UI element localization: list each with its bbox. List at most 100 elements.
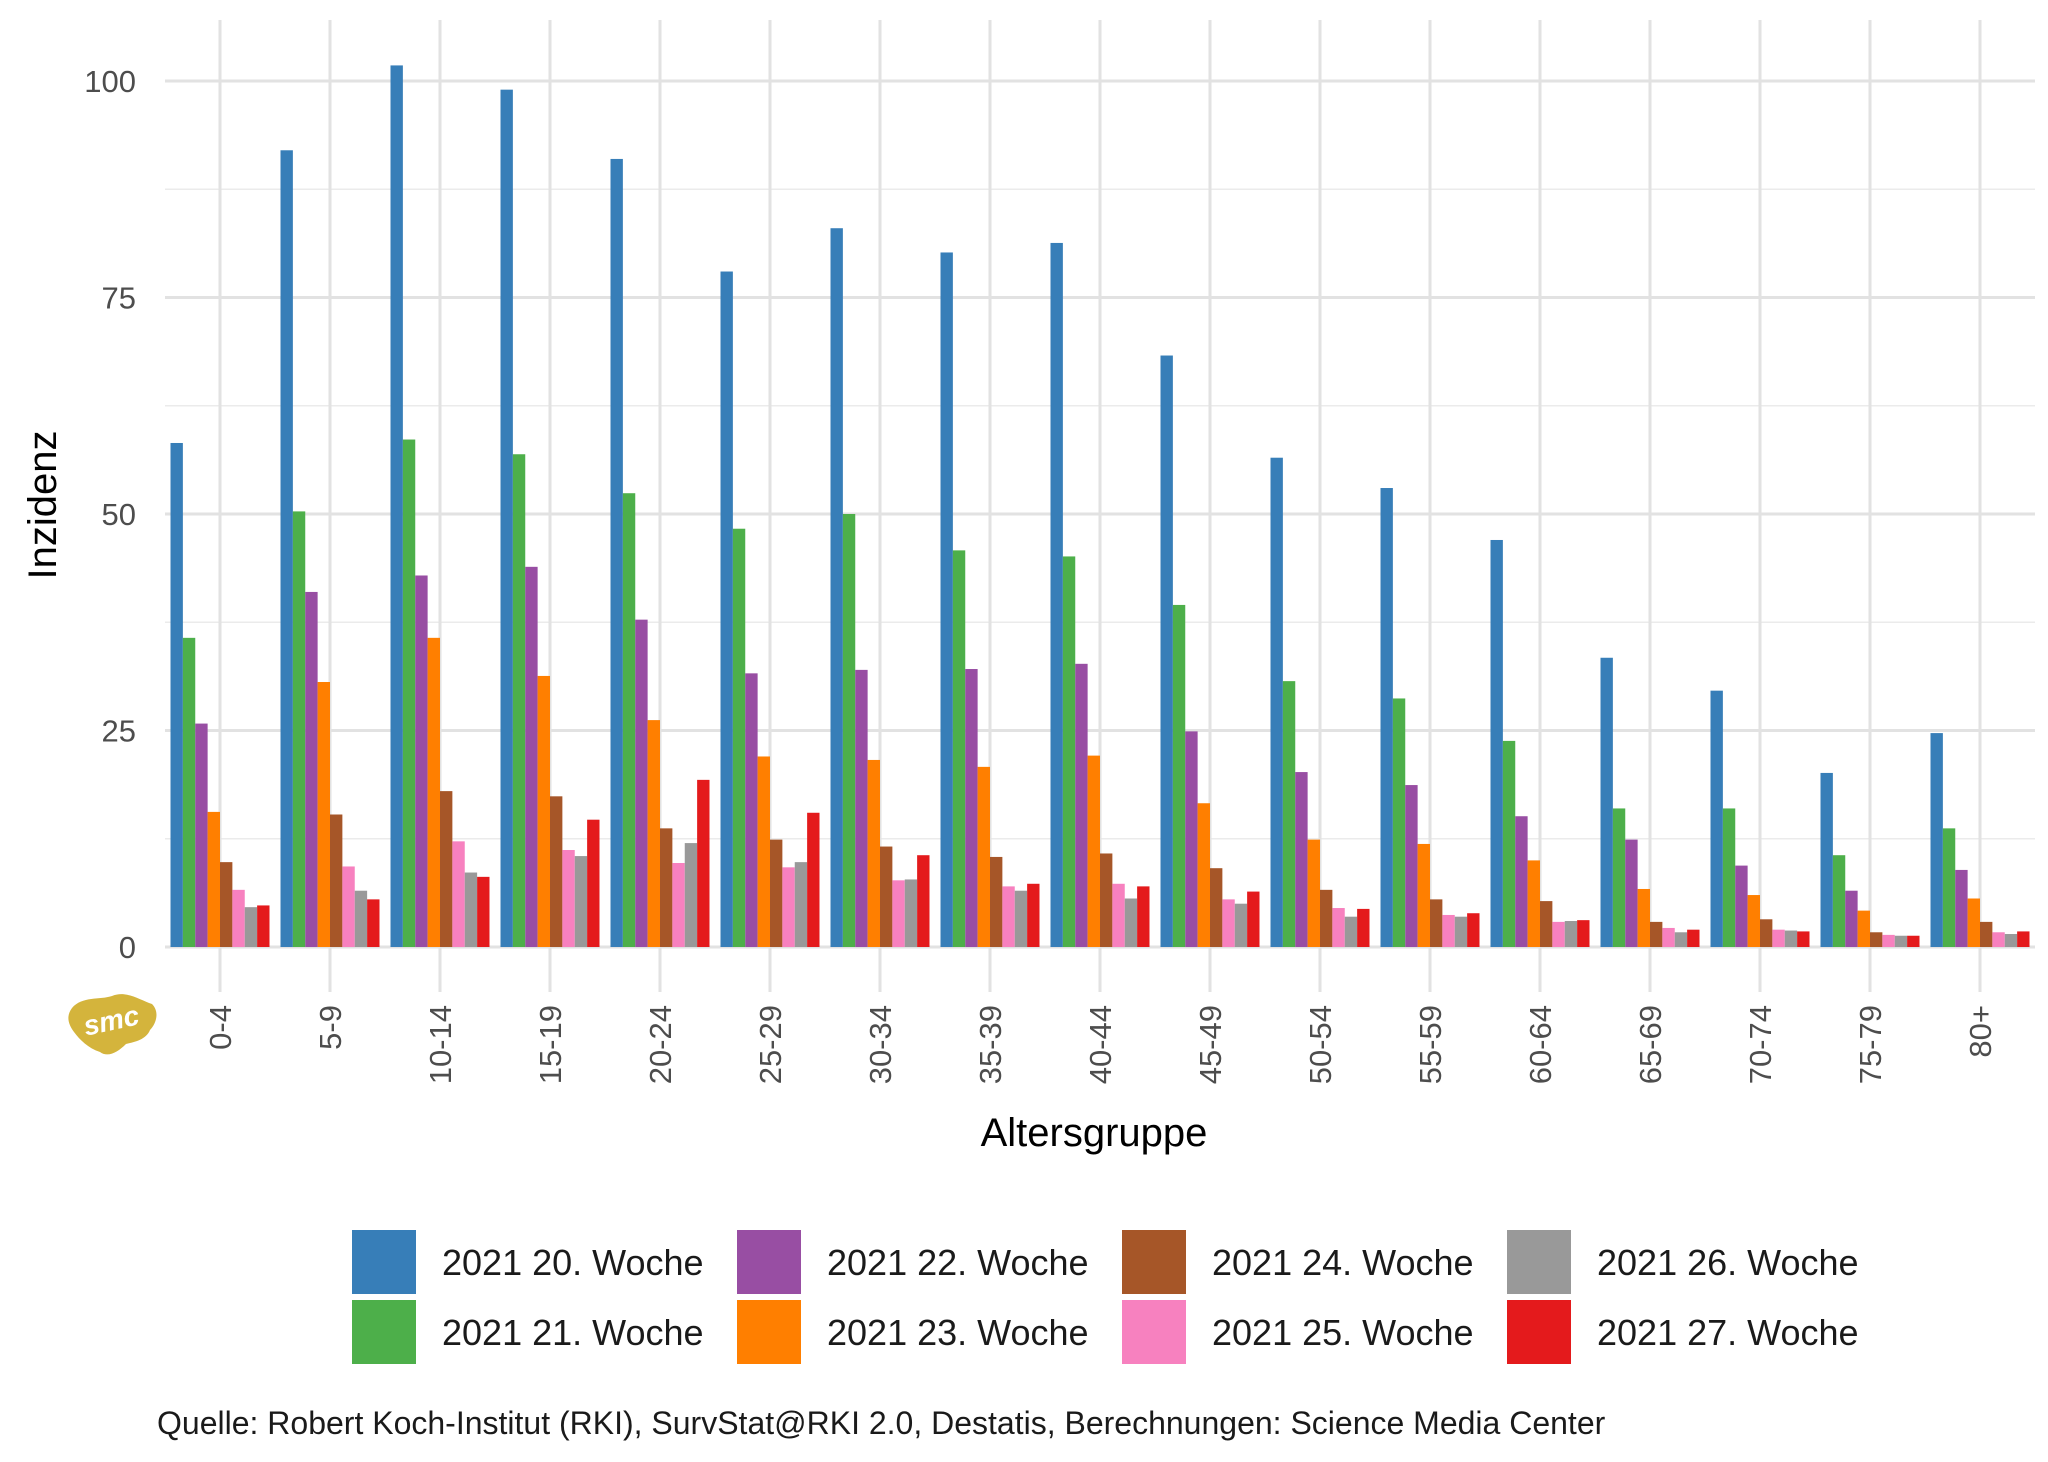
logo-splash-shape xyxy=(68,994,157,1055)
bar xyxy=(1405,785,1418,947)
bar xyxy=(697,779,710,947)
bar xyxy=(1820,772,1833,947)
bar xyxy=(1515,816,1528,947)
bar xyxy=(1747,895,1760,947)
bar xyxy=(464,872,478,947)
bar xyxy=(1722,808,1736,947)
bar xyxy=(244,907,258,947)
bar xyxy=(402,439,416,947)
bar xyxy=(842,514,856,947)
x-tick-label: 40-44 xyxy=(1083,1005,1118,1084)
bar xyxy=(830,228,843,948)
bar xyxy=(990,856,1003,947)
bar xyxy=(195,723,208,947)
legend-label: 2021 26. Woche xyxy=(1597,1242,1859,1283)
smc-logo: smc xyxy=(68,994,157,1055)
bar xyxy=(2004,934,2018,947)
bar xyxy=(782,867,795,947)
bar xyxy=(1772,929,1785,947)
bar xyxy=(525,566,538,947)
bar xyxy=(1222,899,1235,947)
bar xyxy=(867,759,880,947)
x-tick-label: 75-79 xyxy=(1853,1005,1888,1084)
legend-swatch xyxy=(1122,1230,1186,1294)
bar xyxy=(1467,913,1480,947)
bar xyxy=(1870,932,1883,947)
bar xyxy=(1674,932,1688,947)
bar xyxy=(1197,803,1210,947)
x-tick-label: 45-49 xyxy=(1193,1005,1228,1084)
bar xyxy=(1955,869,1968,947)
bar xyxy=(1907,935,1920,947)
bar xyxy=(1967,898,1980,947)
legend-label: 2021 22. Woche xyxy=(827,1242,1089,1283)
bar xyxy=(440,791,453,947)
bar xyxy=(1234,903,1248,947)
bar xyxy=(207,811,220,947)
legend-swatch xyxy=(352,1300,416,1364)
bar xyxy=(1002,886,1015,947)
bar xyxy=(574,856,588,947)
bar xyxy=(917,855,930,947)
bar xyxy=(512,454,526,947)
x-tick-label: 30-34 xyxy=(863,1005,898,1084)
bar xyxy=(257,905,270,947)
bar xyxy=(965,669,978,947)
legend-swatch xyxy=(1122,1300,1186,1364)
x-tick-label: 0-4 xyxy=(203,1005,238,1050)
legend-label: 2021 20. Woche xyxy=(442,1242,704,1283)
y-tick-label: 25 xyxy=(102,714,136,749)
bar xyxy=(635,619,648,947)
bar xyxy=(732,528,746,947)
x-tick-label: 60-64 xyxy=(1523,1005,1558,1084)
x-tick-label: 15-19 xyxy=(533,1005,568,1084)
bar xyxy=(170,442,183,947)
bar xyxy=(1784,930,1798,947)
bar xyxy=(1027,883,1040,947)
bar xyxy=(660,828,673,947)
y-axis-ticks: 0 25 50 75 100 xyxy=(84,64,136,965)
legend-swatch xyxy=(737,1300,801,1364)
y-tick-label: 75 xyxy=(102,281,136,316)
bar xyxy=(880,846,893,947)
legend-label: 2021 23. Woche xyxy=(827,1312,1089,1353)
bar xyxy=(794,862,808,947)
bar xyxy=(745,673,758,947)
bar xyxy=(550,796,563,947)
bar xyxy=(1380,488,1393,947)
bar xyxy=(1540,901,1553,947)
bar xyxy=(500,89,513,947)
bar xyxy=(452,841,465,947)
bar xyxy=(317,682,330,947)
bar xyxy=(1710,690,1723,947)
bar xyxy=(1564,921,1578,947)
x-tick-label: 70-74 xyxy=(1743,1005,1778,1084)
bar xyxy=(1490,539,1503,947)
bar xyxy=(1577,920,1590,947)
bar xyxy=(720,271,733,947)
bar xyxy=(1857,910,1870,947)
bar xyxy=(415,575,428,947)
bar xyxy=(1357,908,1370,947)
bar xyxy=(342,866,355,947)
legend: 2021 20. Woche 2021 21. Woche 2021 22. Woc… xyxy=(352,1230,1859,1364)
bar xyxy=(1650,921,1663,947)
bar xyxy=(770,839,783,947)
bar xyxy=(1600,657,1613,947)
bar xyxy=(855,669,868,947)
legend-label: 2021 27. Woche xyxy=(1597,1312,1859,1353)
bar xyxy=(1430,899,1443,947)
bar xyxy=(1454,916,1468,947)
y-axis-title: Inzidenz xyxy=(21,431,65,580)
bar xyxy=(1320,889,1333,947)
bar xyxy=(610,158,623,947)
bar xyxy=(1210,868,1223,947)
bar xyxy=(390,65,403,948)
bar xyxy=(952,550,966,947)
x-tick-label: 20-24 xyxy=(643,1005,678,1084)
bar xyxy=(1062,556,1076,947)
bar xyxy=(1344,916,1358,947)
bar xyxy=(1502,740,1516,947)
bar xyxy=(622,493,636,947)
